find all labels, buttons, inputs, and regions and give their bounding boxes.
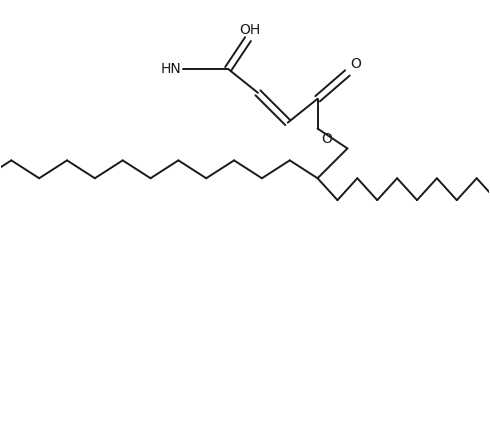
Text: O: O <box>321 132 332 146</box>
Text: HN: HN <box>161 62 181 76</box>
Text: O: O <box>350 57 361 71</box>
Text: OH: OH <box>239 23 261 37</box>
